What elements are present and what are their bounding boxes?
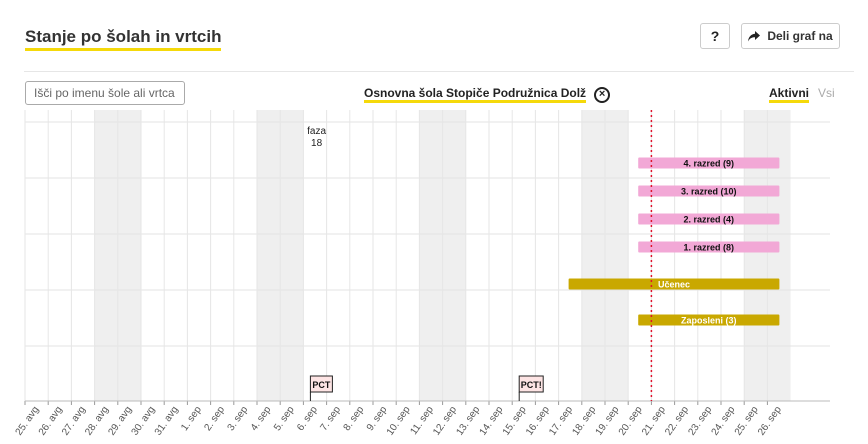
x-tick-label: 7. sep <box>318 404 343 433</box>
phase-value: 18 <box>311 138 323 149</box>
x-tick-label: 3. sep <box>226 404 251 433</box>
selected-school-name: Osnovna šola Stopiče Podružnica Dolž <box>364 86 587 103</box>
weekend-shade <box>605 110 629 401</box>
x-tick-label: 8. sep <box>342 404 367 433</box>
x-tick-label: 2. sep <box>202 404 227 433</box>
bar-staff <box>568 278 780 290</box>
weekend-shade <box>257 110 281 401</box>
x-tick-label: 4. sep <box>249 404 274 433</box>
bar-label: 4. razred (9) <box>684 159 735 169</box>
phase-label: faza <box>307 126 326 137</box>
bar-label: 2. razred (4) <box>684 215 735 225</box>
share-button[interactable]: Deli graf na <box>741 23 840 49</box>
bar-class <box>638 241 780 253</box>
marker-label: PCT <box>312 380 331 390</box>
bar-staff <box>638 314 780 326</box>
weekend-shade <box>767 110 791 401</box>
close-icon[interactable]: × <box>594 86 611 103</box>
search-input[interactable] <box>25 81 185 105</box>
weekend-shade <box>117 110 141 401</box>
marker-box <box>518 375 544 393</box>
x-tick-label: 1. sep <box>179 404 204 433</box>
bar-label: 3. razred (10) <box>681 187 737 197</box>
x-tick-label: 26. sep <box>756 404 784 438</box>
weekend-shade <box>280 110 304 401</box>
help-button[interactable]: ? <box>700 23 730 49</box>
weekend-shade <box>744 110 768 401</box>
bar-label: 1. razred (8) <box>684 243 735 253</box>
weekend-shade <box>442 110 466 401</box>
bar-class <box>638 213 780 225</box>
x-tick-label: 10. sep <box>385 404 413 438</box>
filter-all-tab[interactable]: Vsi <box>818 86 835 100</box>
header-divider <box>24 71 854 72</box>
x-tick-label: 6. sep <box>295 404 320 433</box>
bar-label: Učenec <box>658 280 690 290</box>
bar-class <box>638 185 780 197</box>
weekend-shade <box>94 110 118 401</box>
marker-box <box>309 375 333 393</box>
page-title: Stanje po šolah in vrtcih <box>25 27 222 51</box>
share-arrow-icon <box>748 30 761 41</box>
bar-label: Zaposleni (3) <box>681 316 737 326</box>
x-tick-label: 5. sep <box>272 404 297 433</box>
weekend-shade <box>581 110 605 401</box>
share-button-label: Deli graf na <box>767 29 833 43</box>
weekend-shade <box>419 110 443 401</box>
bar-class <box>638 157 780 169</box>
x-tick-label: 31. avg <box>153 404 181 437</box>
filter-active-tab[interactable]: Aktivni <box>769 86 810 103</box>
selected-school-chip: Osnovna šola Stopiče Podružnica Dolž × <box>364 86 611 103</box>
marker-label: PCT! <box>521 380 542 390</box>
